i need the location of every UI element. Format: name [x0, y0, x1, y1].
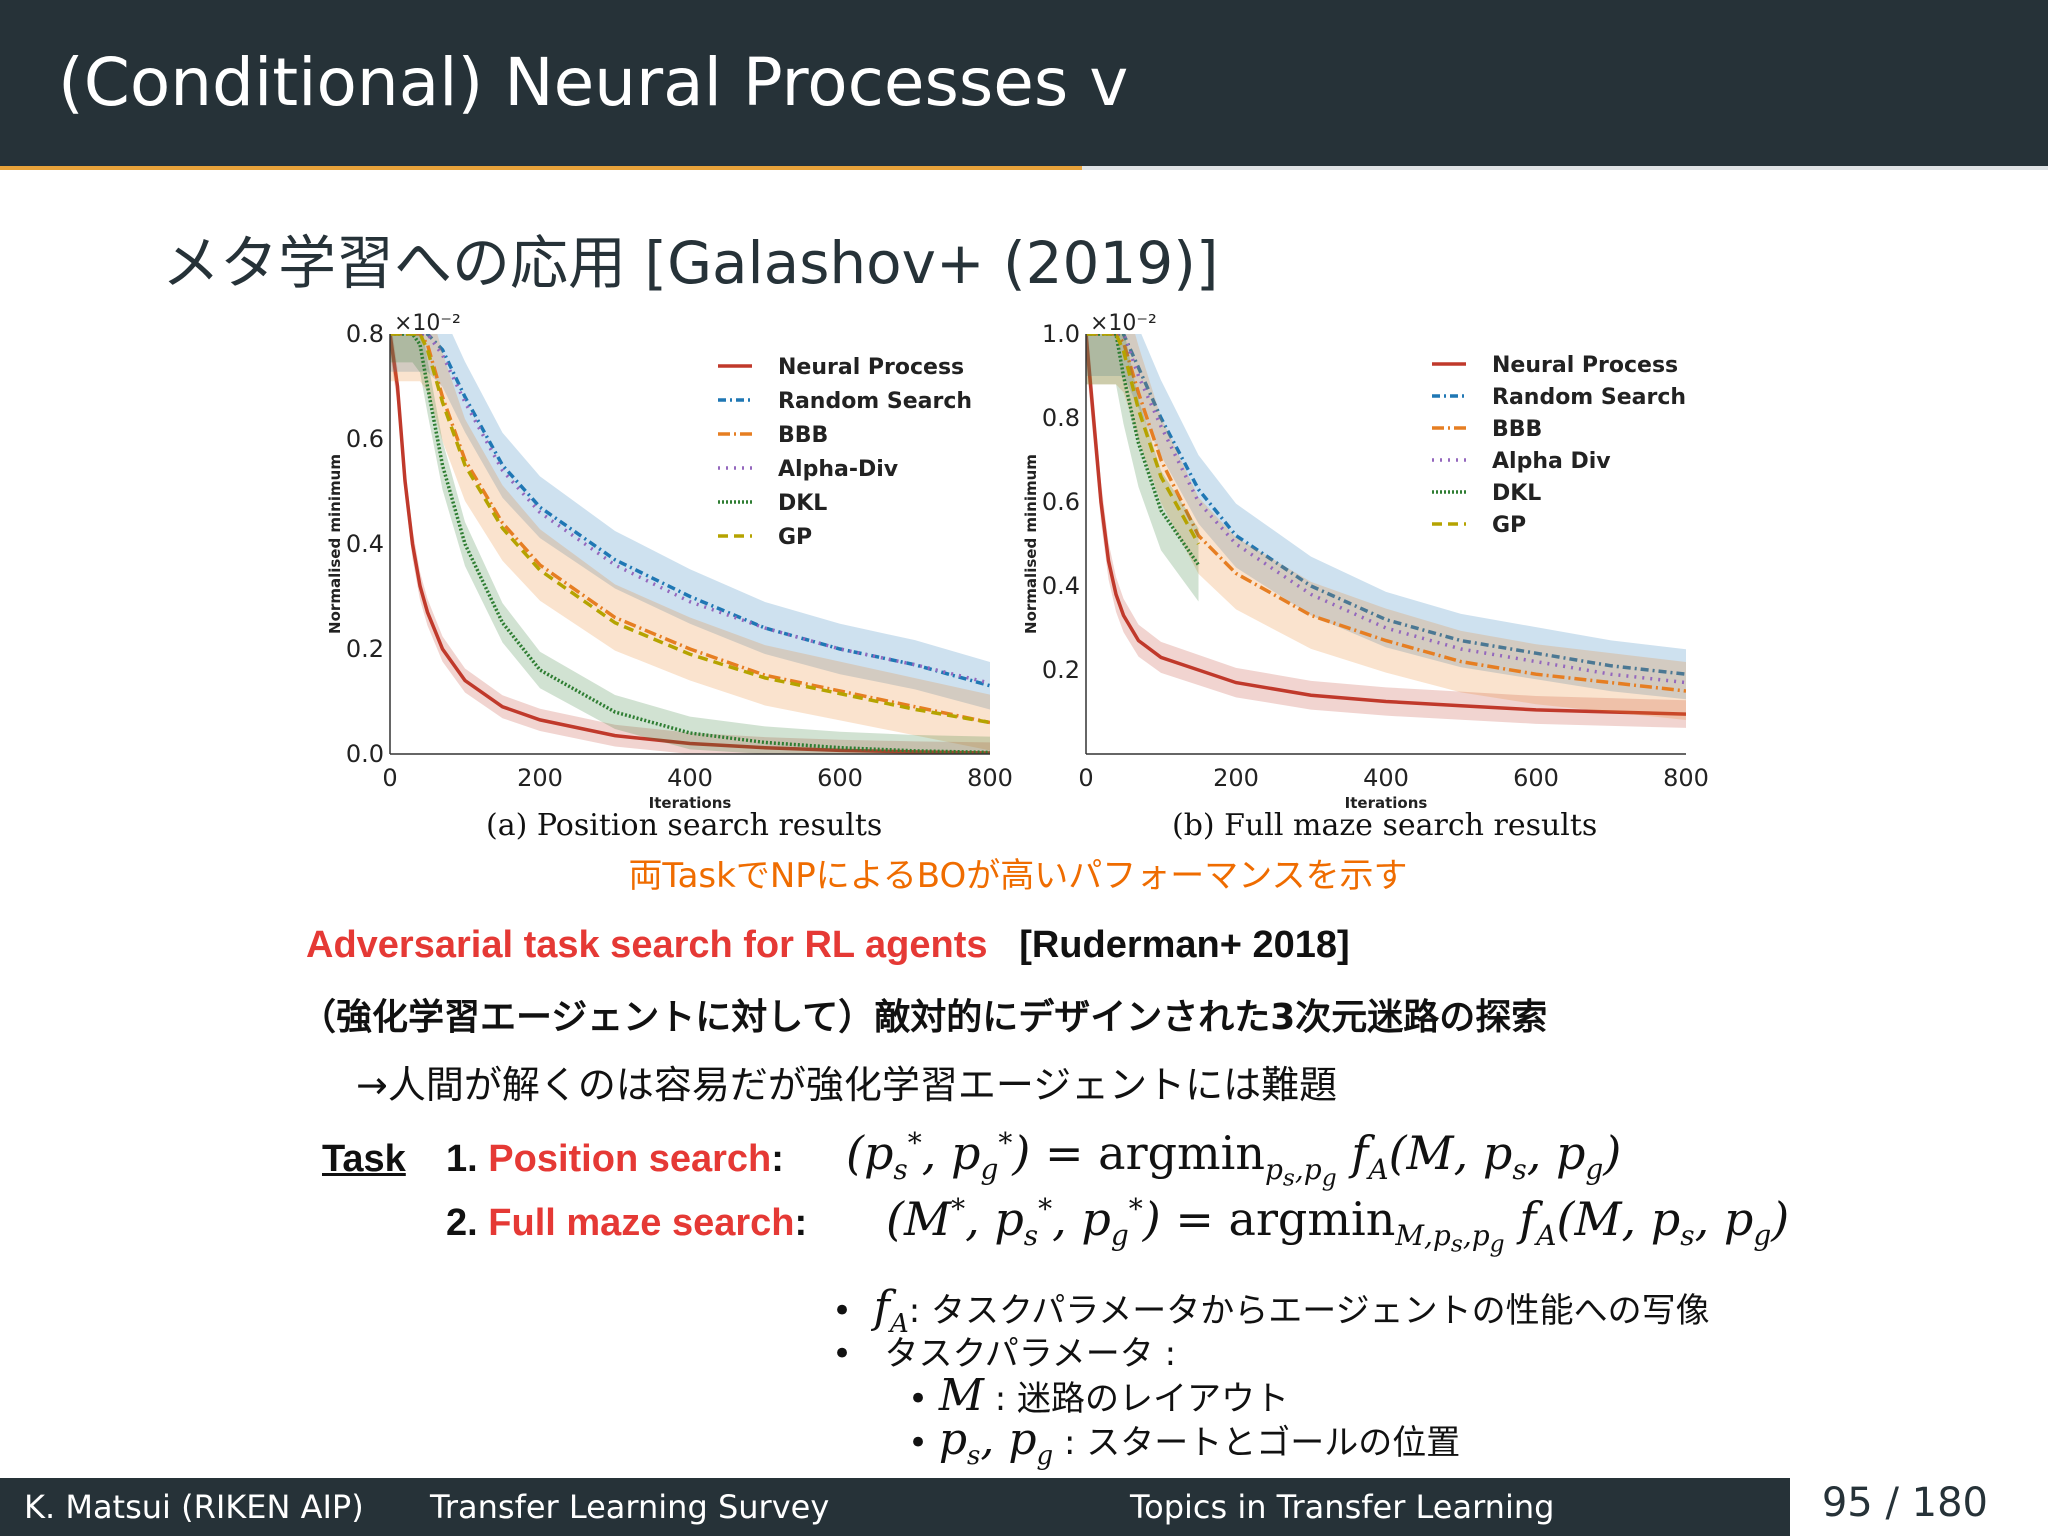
legend-label-3: Alpha-Div	[778, 457, 899, 482]
footer-bar	[0, 1478, 1790, 1536]
slide-header	[0, 0, 2048, 166]
y-tick-label-2: 0.4	[346, 530, 384, 558]
legend-label-0: Neural Process	[1492, 353, 1678, 378]
heading-reference: [Ruderman+ 2018]	[1019, 924, 1350, 966]
task-label: Task	[322, 1138, 406, 1180]
description-line-1: （強化学習エージェントに対して）敵対的にデザインされた3次元迷路の探索	[300, 997, 1548, 1038]
legend-label-2: BBB	[1492, 417, 1542, 442]
legend-label-1: Random Search	[778, 389, 972, 414]
task-1-colon: :	[771, 1138, 784, 1180]
footer-page-area	[1790, 1478, 2048, 1536]
y-tick-label-4: 1.0	[1042, 320, 1080, 348]
header-progress-bar	[0, 166, 1082, 170]
series-line-0	[1086, 334, 1686, 716]
x-tick-label-2: 400	[1363, 764, 1409, 792]
x-tick-label-0: 0	[382, 764, 397, 792]
x-tick-label-0: 0	[1078, 764, 1093, 792]
x-tick-label-4: 800	[1663, 764, 1709, 792]
x-axis-label: Iterations	[1345, 794, 1428, 810]
legend-label-4: DKL	[778, 491, 827, 516]
x-tick-label-3: 600	[1513, 764, 1559, 792]
legend-label-5: GP	[778, 525, 812, 550]
series-line-4	[1086, 334, 1200, 566]
caption-b: (b) Full maze search results	[1172, 808, 1598, 843]
task-2-equation: (M*, ps*, pg*) = argminM,ps,pg fA(M, ps,…	[886, 1192, 1790, 1258]
bullet-fa: • fA: タスクパラメータからエージェントの性能への写像	[832, 1282, 1710, 1339]
page-number: 95 / 180	[1821, 1480, 1988, 1526]
x-tick-label-2: 400	[667, 764, 713, 792]
highlight-label: 両TaskでNPによるBOが高いパフォーマンスを示す	[628, 856, 1408, 896]
legend-label-5: GP	[1492, 513, 1526, 538]
task-1-name: Position search	[488, 1138, 772, 1180]
x-axis-label: Iterations	[649, 794, 732, 810]
task-2-colon: :	[794, 1202, 808, 1244]
y-tick-label-0: 0.0	[346, 740, 384, 768]
band-2	[1086, 334, 1686, 720]
header-progress-track	[1082, 166, 2048, 170]
scale-label: ×10⁻²	[1090, 311, 1157, 336]
series-line-1	[390, 334, 990, 688]
slide-subtitle: メタ学習への応用 [Galashov+ (2019)]	[162, 229, 1219, 297]
description-line-2: →人間が解くのは容易だが強化学習エージェントには難題	[356, 1063, 1338, 1107]
heading-title: Adversarial task search for RL agents	[306, 924, 988, 966]
bullet-maze-layout-text: : 迷路のレイアウト	[994, 1379, 1290, 1419]
task-2-label: 2. Full maze search:	[446, 1202, 807, 1245]
y-tick-label-2: 0.6	[1042, 488, 1080, 516]
heading: Adversarial task search for RL agents [R…	[306, 924, 1350, 967]
y-axis-label: Normalised minimum	[326, 454, 344, 634]
highlight-text: 両TaskでNPによるBOが高いパフォーマンスを示す	[0, 848, 2048, 897]
y-tick-label-0: 0.2	[1042, 656, 1080, 684]
legend-label-0: Neural Process	[778, 355, 964, 380]
bullet-fa-text: : タスクパラメータからエージェントの性能への写像	[908, 1291, 1710, 1331]
legend-label-4: DKL	[1492, 481, 1541, 506]
caption-a: (a) Position search results	[486, 808, 883, 843]
legend-label-2: BBB	[778, 423, 828, 448]
footer-section: Topics in Transfer Learning	[1130, 1488, 1555, 1526]
plot-area	[390, 334, 990, 754]
series-line-1	[1086, 334, 1686, 676]
bullet-task-params: • タスクパラメータ :	[832, 1334, 1177, 1374]
task-1-equation: (ps*, pg*) = argminps,pg fA(M, ps, pg)	[846, 1126, 1622, 1192]
task-2-number: 2.	[446, 1202, 478, 1244]
x-tick-label-1: 200	[517, 764, 563, 792]
chart-position-search: 0 200 400 600 800 0.0 0.2 0.4 0.6 0.8 ×10⁻² Iterati…	[326, 311, 1013, 810]
task-1-number: 1.	[446, 1138, 478, 1180]
chart-full-maze-search: 0 200 400 600 800 0.2 0.4 0.6 0.8 1.0 ×10⁻² Iterati…	[1022, 311, 1709, 810]
series-line-0	[390, 334, 990, 754]
series-line-4	[390, 334, 990, 754]
slide-title: (Conditional) Neural Processes v	[58, 44, 1129, 121]
y-axis-label: Normalised minimum	[1022, 454, 1040, 634]
y-tick-label-4: 0.8	[346, 320, 384, 348]
footer-author: K. Matsui (RIKEN AIP)	[24, 1488, 364, 1526]
series-line-2	[390, 334, 990, 725]
plot-area	[1086, 334, 1686, 728]
results-figure: 0 200 400 600 800 0.0 0.2 0.4 0.6 0.8 ×10⁻² Iterati…	[326, 311, 1709, 810]
legend-label-3: Alpha Div	[1492, 449, 1611, 474]
x-tick-label-4: 800	[967, 764, 1013, 792]
x-tick-label-1: 200	[1213, 764, 1259, 792]
y-tick-label-1: 0.4	[1042, 572, 1080, 600]
bullet-task-params-text: タスクパラメータ :	[884, 1334, 1177, 1374]
y-tick-label-3: 0.6	[346, 425, 384, 453]
band-4	[1086, 334, 1199, 602]
series-line-2	[1086, 334, 1686, 693]
task-1-label: 1. Position search:	[446, 1138, 784, 1181]
task-2-name: Full maze search	[488, 1202, 795, 1244]
footer-talk-title: Transfer Learning Survey	[430, 1488, 830, 1526]
legend-label-1: Random Search	[1492, 385, 1686, 410]
scale-label: ×10⁻²	[394, 311, 461, 336]
y-tick-label-1: 0.2	[346, 635, 384, 663]
y-tick-label-3: 0.8	[1042, 404, 1080, 432]
bullet-start-goal: • ps, pg : スタートとゴールの位置	[908, 1414, 1461, 1471]
x-tick-label-3: 600	[817, 764, 863, 792]
bullet-start-goal-text: : スタートとゴールの位置	[1064, 1423, 1461, 1463]
bullet-maze-layout: • M : 迷路のレイアウト	[908, 1370, 1290, 1421]
